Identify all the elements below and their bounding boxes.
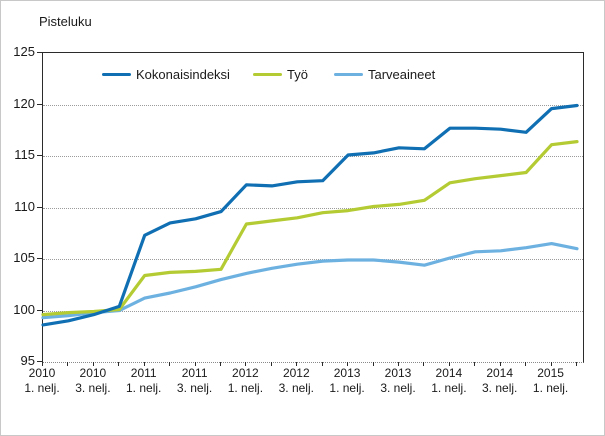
gridline-105 bbox=[43, 259, 583, 260]
x-axis-tick-label: 2013 3. nelj. bbox=[366, 366, 430, 396]
x-axis-tick bbox=[143, 362, 145, 366]
x-axis-tick bbox=[525, 362, 527, 366]
legend-swatch bbox=[334, 72, 363, 77]
x-axis-tick bbox=[474, 362, 476, 366]
x-axis-tick-label: 2014 1. nelj. bbox=[417, 366, 481, 396]
x-label-year: 2013 bbox=[384, 366, 412, 380]
x-axis-tick bbox=[321, 362, 323, 366]
x-axis-tick-label: 2011 3. nelj. bbox=[163, 366, 227, 396]
y-axis-tick bbox=[37, 155, 42, 156]
legend-swatch bbox=[253, 72, 282, 77]
x-axis-tick-label: 2012 3. nelj. bbox=[264, 366, 328, 396]
legend-label: Tarveaineet bbox=[368, 67, 436, 82]
x-label-quarter: 3. nelj. bbox=[278, 381, 314, 395]
gridline-120 bbox=[43, 104, 583, 106]
x-axis-tick bbox=[92, 362, 94, 366]
x-axis-tick bbox=[372, 362, 374, 366]
series-line-tarveaineet bbox=[41, 242, 579, 320]
x-label-quarter: 3. nelj. bbox=[176, 381, 213, 395]
y-axis-tick-label: 95 bbox=[20, 353, 35, 368]
y-axis-tick bbox=[37, 52, 42, 53]
gridline-110 bbox=[43, 207, 583, 209]
x-axis-tick-label: 2010 1. nelj. bbox=[10, 366, 74, 396]
y-axis-tick-label: 100 bbox=[13, 301, 35, 317]
x-label-quarter: 1. nelj. bbox=[329, 381, 365, 395]
x-label-year: 2012 bbox=[232, 366, 259, 380]
legend-label: Työ bbox=[287, 67, 308, 82]
plot-area bbox=[41, 52, 584, 363]
gridline-115 bbox=[43, 156, 583, 157]
x-label-quarter: 1. nelj. bbox=[431, 381, 467, 395]
x-axis-tick bbox=[448, 362, 450, 366]
y-axis-tick-label: 120 bbox=[13, 95, 35, 111]
x-axis-tick bbox=[423, 362, 425, 366]
x-label-year: 2010 bbox=[28, 366, 56, 380]
gridline-100 bbox=[43, 310, 583, 312]
y-axis-tick bbox=[37, 103, 42, 105]
x-axis-tick bbox=[118, 362, 120, 366]
x-label-year: 2014 bbox=[435, 366, 463, 380]
series-line-työ bbox=[41, 139, 579, 317]
legend-label: Kokonaisindeksi bbox=[136, 67, 230, 82]
y-axis-tick-label: 125 bbox=[13, 44, 35, 59]
x-label-quarter: 3. nelj. bbox=[482, 381, 518, 395]
x-label-quarter: 1. nelj. bbox=[24, 381, 60, 395]
x-axis-tick bbox=[194, 362, 196, 366]
chart-title: Pisteluku bbox=[39, 14, 92, 29]
x-axis-tick-label: 2011 1. nelj. bbox=[112, 366, 176, 396]
x-axis-tick-label: 2014 3. nelj. bbox=[468, 366, 532, 396]
x-axis-tick bbox=[245, 362, 247, 366]
legend-swatch bbox=[102, 72, 131, 77]
x-axis-tick-label: 2013 1. nelj. bbox=[315, 366, 379, 396]
legend-item-tarveaineet: Tarveaineet bbox=[334, 67, 435, 82]
legend-item-kokonaisindeksi: Kokonaisindeksi bbox=[102, 67, 230, 82]
x-axis-tick bbox=[220, 362, 221, 366]
x-label-quarter: 3. nelj. bbox=[75, 381, 111, 395]
x-axis-tick bbox=[576, 362, 577, 366]
x-axis-tick bbox=[169, 362, 171, 366]
y-axis-tick-label: 105 bbox=[13, 250, 35, 265]
y-axis-tick bbox=[37, 361, 42, 362]
x-axis-tick bbox=[67, 362, 69, 366]
x-axis-tick bbox=[296, 362, 298, 366]
y-axis-tick-label: 110 bbox=[14, 198, 35, 214]
x-label-quarter: 1. nelj. bbox=[532, 381, 569, 395]
x-label-year: 2013 bbox=[333, 366, 361, 380]
series-plot bbox=[41, 103, 579, 327]
x-axis-tick-label: 2010 3. nelj. bbox=[61, 366, 125, 396]
y-axis-tick bbox=[37, 258, 42, 259]
x-axis-tick bbox=[398, 362, 399, 366]
x-axis-tick bbox=[270, 362, 272, 366]
x-label-year: 2011 bbox=[181, 366, 208, 380]
x-label-year: 2011 bbox=[130, 366, 157, 380]
x-axis-tick bbox=[499, 362, 501, 366]
x-label-year: 2015 bbox=[537, 366, 564, 380]
x-label-quarter: 3. nelj. bbox=[380, 381, 416, 395]
x-label-quarter: 1. nelj. bbox=[227, 381, 264, 395]
y-axis-tick bbox=[37, 309, 42, 311]
x-label-year: 2010 bbox=[79, 366, 107, 380]
x-axis-tick-label: 2015 1. nelj. bbox=[519, 366, 583, 396]
x-label-year: 2012 bbox=[282, 366, 310, 380]
x-axis-tick-label: 2012 1. nelj. bbox=[213, 366, 277, 396]
x-axis-tick bbox=[550, 362, 552, 366]
y-axis-tick-label: 115 bbox=[14, 147, 35, 162]
x-axis-tick bbox=[42, 362, 43, 366]
series-line-kokonaisindeksi bbox=[41, 103, 579, 327]
legend-item-työ: Työ bbox=[253, 67, 308, 82]
y-axis-tick bbox=[37, 206, 42, 208]
x-label-year: 2014 bbox=[486, 366, 514, 380]
x-label-quarter: 1. nelj. bbox=[126, 381, 162, 395]
x-axis-tick bbox=[347, 362, 349, 366]
